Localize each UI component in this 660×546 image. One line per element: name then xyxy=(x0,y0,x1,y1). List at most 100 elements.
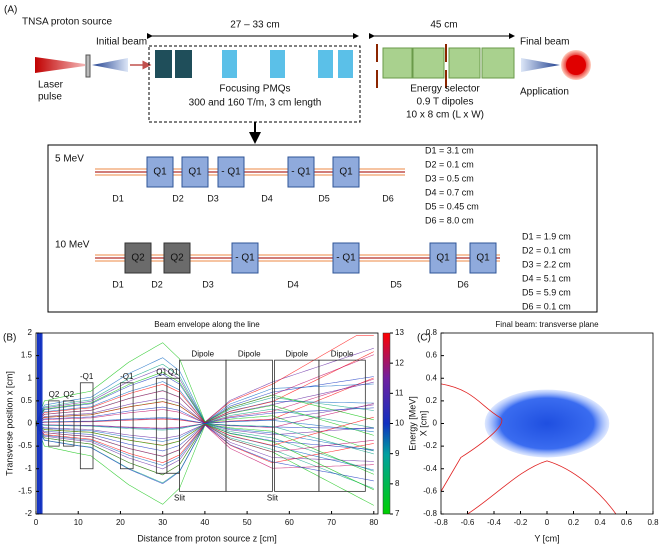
x-tick-label: 10 xyxy=(74,518,83,527)
colorbar-tick-label: 13 xyxy=(395,328,404,337)
x-axis-label: Distance from proton source z [cm] xyxy=(137,533,277,543)
quadrupole xyxy=(469,242,497,274)
x-tick-label: -0.4 xyxy=(487,518,501,527)
gap-label: D5 xyxy=(318,193,330,203)
quad-label: Q1 xyxy=(339,167,353,178)
gap-label: D4 xyxy=(261,193,273,203)
gap-label: D2 xyxy=(172,193,184,203)
span-label: 45 cm xyxy=(430,20,457,31)
gap-label: D1 xyxy=(112,279,124,289)
distance: D6 = 8.0 cm xyxy=(425,215,474,225)
beamline-element xyxy=(48,400,60,447)
colorbar xyxy=(382,332,391,515)
x-tick-label: -0.2 xyxy=(514,518,528,527)
x-tick-label: 30 xyxy=(158,518,167,527)
element-label: Q1 xyxy=(156,367,167,376)
y-tick-label: -0.6 xyxy=(423,486,437,495)
pmq-label: 300 and 160 T/m, 3 cm length xyxy=(189,98,322,109)
distance: D3 = 0.5 cm xyxy=(425,173,474,183)
magnet xyxy=(155,50,172,78)
colorbar-label: Energy [MeV] xyxy=(407,396,417,451)
element-label: -Q1 xyxy=(80,372,94,381)
dipole xyxy=(448,47,481,79)
y-axis-label: X [cm] xyxy=(418,411,428,437)
trajectory xyxy=(35,423,374,485)
element-label: Slit xyxy=(267,493,279,502)
x-tick-label: 60 xyxy=(285,518,294,527)
profile-curve xyxy=(467,460,617,515)
element-label: Dipole xyxy=(285,349,308,358)
x-tick-label: 80 xyxy=(369,518,378,527)
distance: D2 = 0.1 cm xyxy=(425,159,474,169)
quadrupole xyxy=(429,242,457,274)
y-tick-label: 0.4 xyxy=(426,373,438,382)
trajectory xyxy=(35,342,374,424)
final-beam-label: Final beam xyxy=(520,37,569,48)
element-label: Dipole xyxy=(191,349,214,358)
distance: D2 = 0.1 cm xyxy=(522,245,571,255)
colorbar-tick-label: 12 xyxy=(395,358,404,367)
distance: D6 = 0.1 cm xyxy=(522,301,571,311)
beamline-element xyxy=(318,359,366,492)
distance: D5 = 5.9 cm xyxy=(522,287,571,297)
colorbar-tick-label: 8 xyxy=(395,479,400,488)
pmq-label: Focusing PMQs xyxy=(219,84,290,95)
quadrupole xyxy=(217,156,245,188)
distance: D5 = 0.45 cm xyxy=(425,201,479,211)
trajectories xyxy=(35,333,374,514)
gap-label: D2 xyxy=(151,279,163,289)
gap-label: D1 xyxy=(112,193,124,203)
laser xyxy=(35,57,85,73)
quadrupole xyxy=(146,156,174,188)
initial-beam-label: Initial beam xyxy=(96,37,147,48)
gap-label: D5 xyxy=(390,279,402,289)
element-label: Q2 xyxy=(49,390,60,399)
quadrupole xyxy=(181,156,209,188)
beamline-element xyxy=(225,359,273,492)
layout-box xyxy=(47,144,598,313)
laser-label: Laser xyxy=(38,80,64,91)
element-label: -Q1 xyxy=(120,372,134,381)
panel-label: (C) xyxy=(417,333,431,344)
initial-beam xyxy=(92,58,128,72)
x-tick-label: 70 xyxy=(327,518,336,527)
colorbar-tick-label: 11 xyxy=(395,388,404,397)
dipole xyxy=(481,47,515,79)
panel-label: (B) xyxy=(3,333,16,344)
magnet xyxy=(318,50,333,78)
x-tick-label: 0 xyxy=(545,518,550,527)
gap-label: D6 xyxy=(457,279,469,289)
quad-label: - Q1 xyxy=(336,253,356,264)
distance: D1 = 3.1 cm xyxy=(425,145,474,155)
gap-label: D3 xyxy=(202,279,214,289)
y-tick-label: -0.2 xyxy=(423,441,437,450)
y-tick-label: -1.5 xyxy=(18,486,32,495)
y-tick-label: -0.8 xyxy=(423,509,437,518)
element-label: Q2 xyxy=(63,390,74,399)
x-tick-label: 0.8 xyxy=(647,518,659,527)
distance: D4 = 0.7 cm xyxy=(425,187,474,197)
x-tick-label: -0.6 xyxy=(461,518,475,527)
quadrupole xyxy=(124,242,152,274)
gap-label: D6 xyxy=(382,193,394,203)
quad-label: Q2 xyxy=(170,253,184,264)
y-axis-label: Transverse position x [cm] xyxy=(4,371,14,476)
quadrupole xyxy=(163,242,191,274)
beamline-element xyxy=(120,382,134,470)
distance: D4 = 5.1 cm xyxy=(522,273,571,283)
selector-label: 10 x 8 cm (L x W) xyxy=(406,110,484,121)
element-label: Dipole xyxy=(331,349,354,358)
element-label: Dipole xyxy=(238,349,261,358)
chart-title: Final beam: transverse plane xyxy=(495,320,599,329)
element-label: Slit xyxy=(174,493,186,502)
quad-label: Q2 xyxy=(131,253,145,264)
y-tick-label: 0 xyxy=(28,419,33,428)
trajectory xyxy=(35,335,374,424)
source-label: TNSA proton source xyxy=(22,17,112,28)
beam-spot xyxy=(484,389,610,458)
quad-label: Q1 xyxy=(436,253,450,264)
dipole xyxy=(382,47,413,79)
beamline-element xyxy=(63,400,75,447)
row-energy: 10 MeV xyxy=(55,240,90,251)
